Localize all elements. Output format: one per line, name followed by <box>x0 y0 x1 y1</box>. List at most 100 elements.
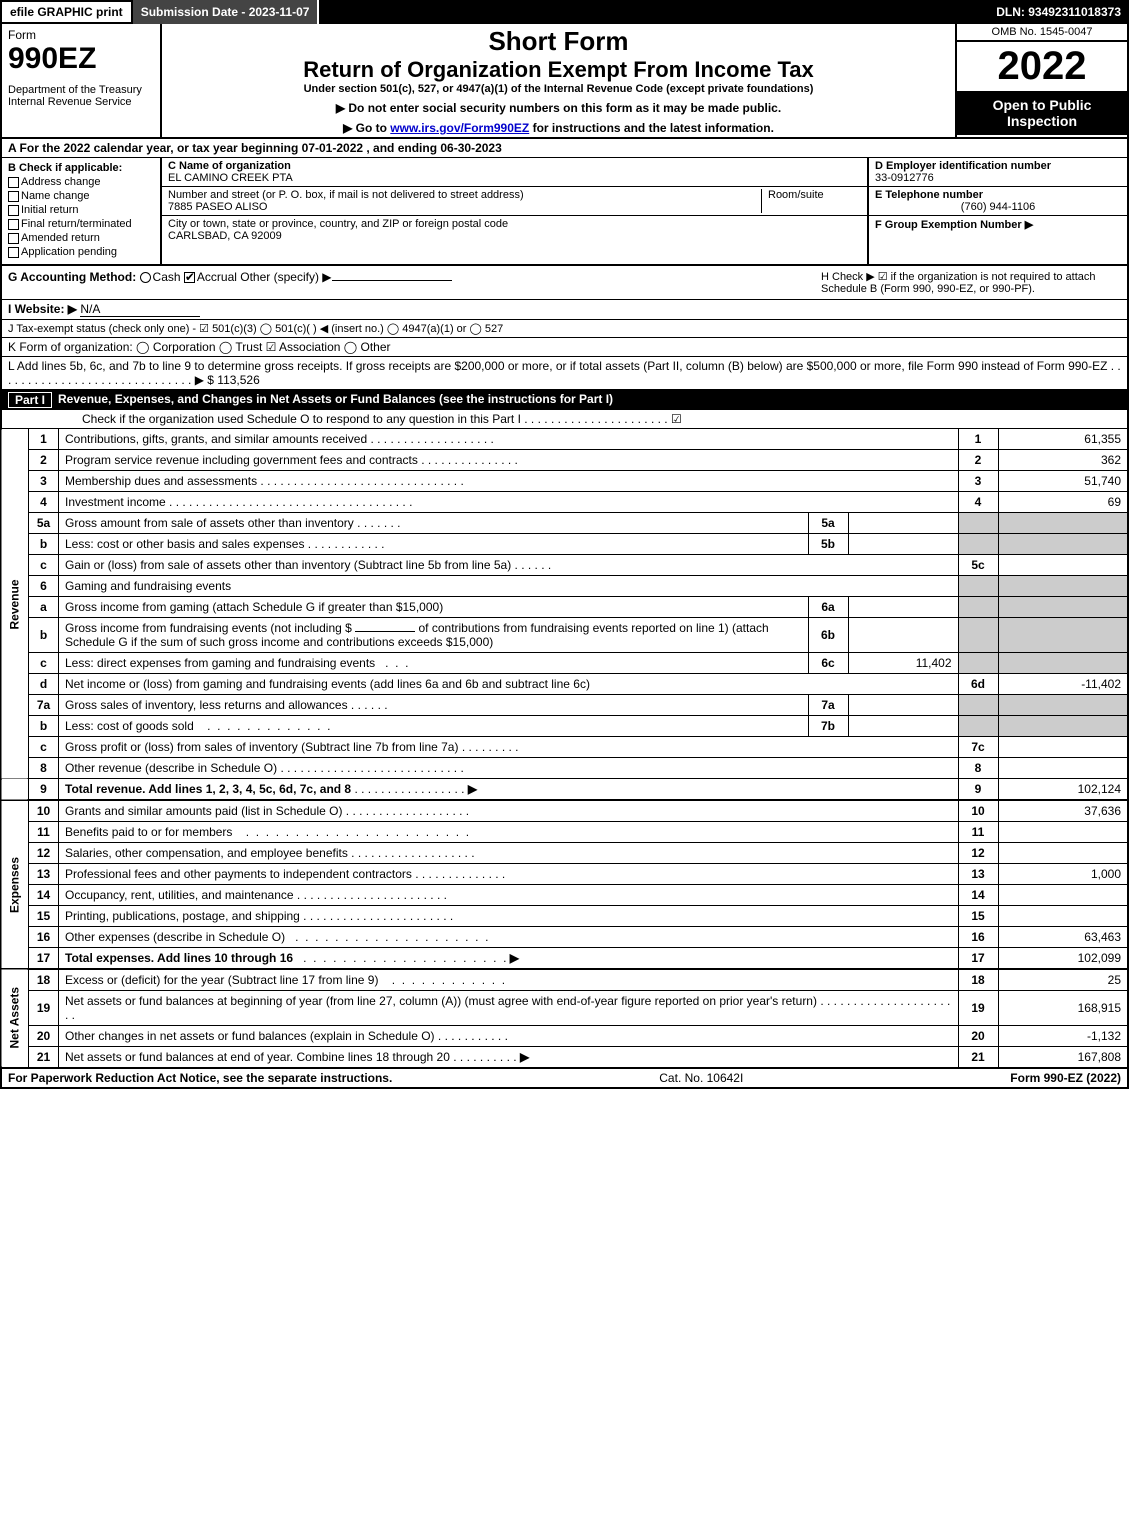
line-14-num: 14 <box>29 885 59 906</box>
line-3-rnum: 3 <box>958 471 998 492</box>
irs-link[interactable]: www.irs.gov/Form990EZ <box>390 121 529 135</box>
line-7c-desc: Gross profit or (loss) from sales of inv… <box>65 740 458 754</box>
check-initial-return[interactable]: Initial return <box>8 204 154 216</box>
radio-cash[interactable] <box>140 272 151 283</box>
line-5b-subval <box>848 534 958 555</box>
line-6c: c Less: direct expenses from gaming and … <box>1 653 1128 674</box>
section-a: A For the 2022 calendar year, or tax yea… <box>0 139 1129 158</box>
line-8-rnum: 8 <box>958 758 998 779</box>
line-7a: 7a Gross sales of inventory, less return… <box>1 695 1128 716</box>
line-13-num: 13 <box>29 864 59 885</box>
line-9: 9 Total revenue. Add lines 1, 2, 3, 4, 5… <box>1 779 1128 801</box>
omb-number: OMB No. 1545-0047 <box>957 24 1127 42</box>
line-14-desc: Occupancy, rent, utilities, and maintena… <box>65 888 294 902</box>
line-7a-desc: Gross sales of inventory, less returns a… <box>65 698 348 712</box>
accrual-label: Accrual <box>197 270 237 284</box>
g-label: G Accounting Method: <box>8 270 136 284</box>
line-20-desc: Other changes in net assets or fund bala… <box>65 1029 435 1043</box>
line-2-rnum: 2 <box>958 450 998 471</box>
shade-cell <box>998 716 1128 737</box>
form-header: Form 990EZ Department of the Treasury In… <box>0 24 1129 139</box>
line-14: 14 Occupancy, rent, utilities, and maint… <box>1 885 1128 906</box>
line-7a-num: 7a <box>29 695 59 716</box>
check-name-change[interactable]: Name change <box>8 190 154 202</box>
line-6d: d Net income or (loss) from gaming and f… <box>1 674 1128 695</box>
line-3-val: 51,740 <box>998 471 1128 492</box>
line-15-rnum: 15 <box>958 906 998 927</box>
line-10: Expenses 10 Grants and similar amounts p… <box>1 800 1128 822</box>
return-title: Return of Organization Exempt From Incom… <box>168 57 949 83</box>
line-19-rnum: 19 <box>958 991 998 1026</box>
line-7c-val <box>998 737 1128 758</box>
line-2-num: 2 <box>29 450 59 471</box>
line-19: 19 Net assets or fund balances at beginn… <box>1 991 1128 1026</box>
goto-prefix: ▶ Go to <box>343 121 390 135</box>
arrow-icon: ▶ <box>520 1050 529 1064</box>
c-addr-label: Number and street (or P. O. box, if mail… <box>168 189 524 201</box>
shade-cell <box>958 576 998 597</box>
line-18-rnum: 18 <box>958 969 998 991</box>
section-def: D Employer identification number 33-0912… <box>867 158 1127 264</box>
line-5b-desc: Less: cost or other basis and sales expe… <box>65 537 304 551</box>
shade-cell <box>958 716 998 737</box>
c-name-label: C Name of organization <box>168 160 291 172</box>
line-13: 13 Professional fees and other payments … <box>1 864 1128 885</box>
line-8-num: 8 <box>29 758 59 779</box>
check-address-change[interactable]: Address change <box>8 176 154 188</box>
line-7c-num: c <box>29 737 59 758</box>
line-6-desc: Gaming and fundraising events <box>59 576 959 597</box>
line-6a-desc: Gross income from gaming (attach Schedul… <box>59 597 809 618</box>
part-1-check: Check if the organization used Schedule … <box>0 410 1129 429</box>
form-number: 990EZ <box>8 42 154 76</box>
line-19-desc: Net assets or fund balances at beginning… <box>65 994 817 1008</box>
line-5b: b Less: cost or other basis and sales ex… <box>1 534 1128 555</box>
check-accrual[interactable] <box>184 272 195 283</box>
line-1-val: 61,355 <box>998 429 1128 450</box>
line-5a: 5a Gross amount from sale of assets othe… <box>1 513 1128 534</box>
line-15: 15 Printing, publications, postage, and … <box>1 906 1128 927</box>
section-i: I Website: ▶ N/A <box>0 300 1129 320</box>
line-4-num: 4 <box>29 492 59 513</box>
line-14-rnum: 14 <box>958 885 998 906</box>
check-amended-return[interactable]: Amended return <box>8 232 154 244</box>
section-b: B Check if applicable: Address change Na… <box>2 158 162 264</box>
line-7b-num: b <box>29 716 59 737</box>
arrow-icon: ▶ <box>510 951 519 965</box>
line-7b: b Less: cost of goods sold . . . . . . .… <box>1 716 1128 737</box>
line-5a-subval <box>848 513 958 534</box>
line-10-num: 10 <box>29 800 59 822</box>
line-21-num: 21 <box>29 1047 59 1068</box>
shade-cell <box>998 653 1128 674</box>
lines-table: Revenue 1 Contributions, gifts, grants, … <box>0 429 1129 1068</box>
goto-suffix: for instructions and the latest informat… <box>529 121 774 135</box>
line-20-val: -1,132 <box>998 1026 1128 1047</box>
line-10-rnum: 10 <box>958 800 998 822</box>
line-2-desc: Program service revenue including govern… <box>65 453 418 467</box>
line-12-num: 12 <box>29 843 59 864</box>
line-2: 2 Program service revenue including gove… <box>1 450 1128 471</box>
line-4-desc: Investment income <box>65 495 166 509</box>
line-16-val: 63,463 <box>998 927 1128 948</box>
shade-cell <box>998 695 1128 716</box>
check-final-return[interactable]: Final return/terminated <box>8 218 154 230</box>
org-name: EL CAMINO CREEK PTA <box>168 172 293 184</box>
line-21-rnum: 21 <box>958 1047 998 1068</box>
line-3-desc: Membership dues and assessments <box>65 474 257 488</box>
shade-cell <box>998 618 1128 653</box>
line-6-num: 6 <box>29 576 59 597</box>
line-7b-desc: Less: cost of goods sold <box>65 719 194 733</box>
line-6a: a Gross income from gaming (attach Sched… <box>1 597 1128 618</box>
line-9-rnum: 9 <box>958 779 998 801</box>
other-specify-input[interactable] <box>332 280 452 281</box>
line-6c-subnum: 6c <box>808 653 848 674</box>
line-6c-num: c <box>29 653 59 674</box>
check-application-pending[interactable]: Application pending <box>8 246 154 258</box>
d-ein-label: D Employer identification number <box>875 160 1121 172</box>
l-text: L Add lines 5b, 6c, and 7b to line 9 to … <box>8 359 1121 387</box>
efile-print-label[interactable]: efile GRAPHIC print <box>0 0 133 24</box>
section-k: K Form of organization: ◯ Corporation ◯ … <box>0 338 1129 357</box>
line-7a-subnum: 7a <box>808 695 848 716</box>
footer-catno: Cat. No. 10642I <box>392 1071 1010 1085</box>
line-18-num: 18 <box>29 969 59 991</box>
line-6a-subval <box>848 597 958 618</box>
